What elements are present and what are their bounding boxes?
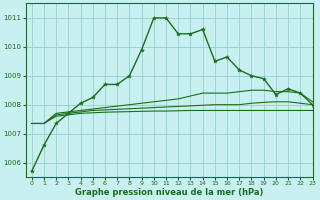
- X-axis label: Graphe pression niveau de la mer (hPa): Graphe pression niveau de la mer (hPa): [75, 188, 263, 197]
